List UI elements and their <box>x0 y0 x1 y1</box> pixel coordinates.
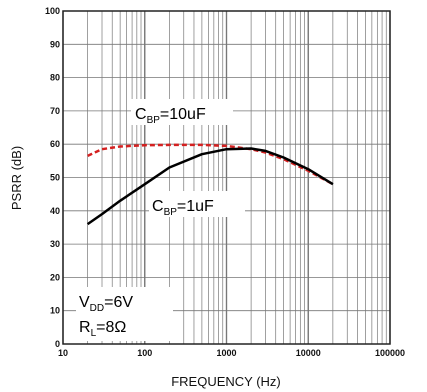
series-line-cbp-10uf <box>87 143 334 186</box>
y-tick-label: 100 <box>45 6 60 16</box>
legend-cbp10: CBP=10uF <box>135 106 206 126</box>
x-tick-label: 100000 <box>375 348 405 358</box>
x-tick-label: 100 <box>137 348 152 358</box>
y-tick-label: 30 <box>50 239 60 249</box>
legend-cbp1: CBP=1uF <box>152 198 214 218</box>
y-tick-label: 80 <box>50 73 60 83</box>
conditions-box <box>76 287 173 341</box>
y-tick-label: 0 <box>55 339 60 349</box>
series-lines <box>86 143 334 226</box>
plot-frame <box>62 10 391 345</box>
x-axis-title: FREQUENCY (Hz) <box>171 374 281 389</box>
y-tick-label: 90 <box>50 39 60 49</box>
y-tick-label: 50 <box>50 173 60 183</box>
annotation-vdd: VDD=6V <box>79 294 133 314</box>
x-tick-label: 1000 <box>216 348 236 358</box>
tick-labels: 10 100 1000 10000 10000001020304050607080901… <box>45 6 405 358</box>
y-tick-label: 40 <box>50 206 60 216</box>
x-tick-label: 10 <box>58 348 68 358</box>
y-tick-label: 70 <box>50 106 60 116</box>
series-line-cbp-1uf <box>86 147 334 226</box>
cbp10-label-box <box>131 99 233 125</box>
y-tick-label: 20 <box>50 272 60 282</box>
y-tick-label: 60 <box>50 139 60 149</box>
y-axis-title: PSRR (dB) <box>9 146 24 210</box>
x-tick-label: 10000 <box>296 348 321 358</box>
annotation-rl: RL=8Ω <box>79 319 126 339</box>
y-tick-label: 10 <box>50 306 60 316</box>
cbp1-label-box <box>149 191 245 217</box>
